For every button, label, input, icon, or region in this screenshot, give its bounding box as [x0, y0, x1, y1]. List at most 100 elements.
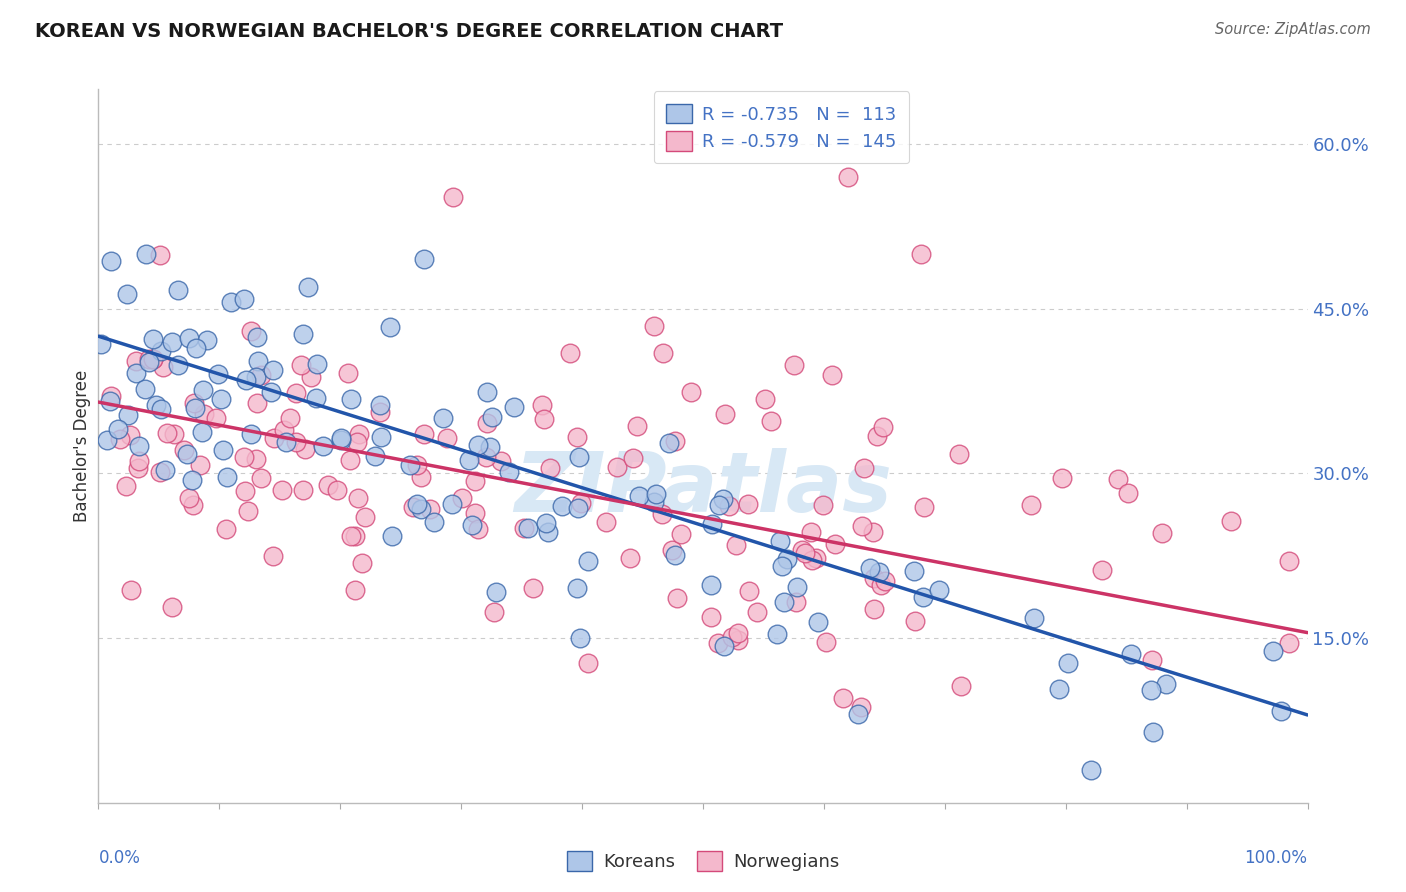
Point — [350, 556, 373, 570]
Point — [849, 699, 872, 714]
Point — [619, 551, 641, 566]
Point — [482, 605, 505, 619]
Point — [950, 679, 973, 693]
Point — [312, 439, 335, 453]
Point — [245, 452, 267, 467]
Point — [866, 429, 889, 443]
Point — [149, 248, 172, 262]
Point — [903, 564, 925, 578]
Point — [354, 510, 377, 524]
Point — [127, 461, 149, 475]
Point — [738, 583, 761, 598]
Point — [193, 383, 215, 397]
Point — [1278, 636, 1301, 650]
Point — [337, 366, 360, 380]
Point — [467, 438, 489, 452]
Point — [153, 463, 176, 477]
Point — [536, 516, 558, 531]
Point — [491, 453, 513, 467]
Point — [364, 450, 387, 464]
Point — [565, 581, 588, 595]
Point — [176, 447, 198, 461]
Point — [846, 707, 869, 722]
Point — [700, 609, 723, 624]
Point — [291, 483, 314, 497]
Point — [260, 385, 283, 400]
Point — [344, 529, 367, 543]
Point — [1050, 471, 1073, 485]
Point — [110, 432, 132, 446]
Point — [177, 491, 200, 505]
Point — [297, 280, 319, 294]
Point — [837, 169, 859, 184]
Point — [626, 418, 648, 433]
Point — [1057, 656, 1080, 670]
Point — [775, 551, 797, 566]
Point — [193, 407, 215, 421]
Point — [209, 392, 232, 406]
Point — [271, 483, 294, 497]
Point — [643, 318, 665, 333]
Point — [263, 431, 285, 445]
Point — [540, 461, 562, 475]
Point — [240, 427, 263, 442]
Point — [759, 414, 782, 428]
Point — [558, 346, 581, 360]
Point — [765, 626, 787, 640]
Point — [772, 595, 794, 609]
Point — [737, 497, 759, 511]
Point — [107, 422, 129, 436]
Point — [1263, 644, 1285, 658]
Point — [250, 368, 273, 382]
Point — [219, 295, 242, 310]
Point — [233, 484, 256, 499]
Point — [235, 373, 257, 387]
Point — [163, 427, 186, 442]
Point — [475, 450, 498, 464]
Point — [432, 410, 454, 425]
Point — [863, 602, 886, 616]
Point — [368, 405, 391, 419]
Point — [262, 549, 284, 563]
Point — [928, 582, 950, 597]
Point — [1091, 563, 1114, 577]
Point — [276, 435, 298, 450]
Point — [125, 354, 148, 368]
Point — [576, 553, 599, 567]
Point — [142, 351, 165, 366]
Point — [531, 398, 554, 412]
Point — [568, 450, 591, 464]
Point — [1219, 514, 1241, 528]
Point — [150, 401, 173, 416]
Point — [134, 382, 156, 396]
Point — [824, 536, 846, 550]
Point — [405, 458, 427, 472]
Point — [149, 465, 172, 479]
Point — [868, 565, 890, 579]
Point — [436, 431, 458, 445]
Point — [651, 507, 673, 521]
Point — [413, 426, 436, 441]
Point — [100, 254, 122, 268]
Point — [340, 392, 363, 406]
Point — [181, 499, 204, 513]
Point — [725, 538, 748, 552]
Point — [115, 287, 138, 301]
Point — [128, 439, 150, 453]
Point — [770, 559, 793, 574]
Point — [658, 436, 681, 450]
Point — [401, 500, 423, 514]
Point — [347, 491, 370, 505]
Point — [204, 410, 226, 425]
Point — [661, 543, 683, 558]
Point — [801, 553, 824, 567]
Point — [339, 453, 361, 467]
Point — [184, 401, 207, 416]
Point — [290, 358, 312, 372]
Point — [513, 521, 536, 535]
Point — [754, 392, 776, 407]
Point — [381, 529, 404, 543]
Point — [207, 367, 229, 381]
Point — [475, 384, 498, 399]
Point — [305, 391, 328, 405]
